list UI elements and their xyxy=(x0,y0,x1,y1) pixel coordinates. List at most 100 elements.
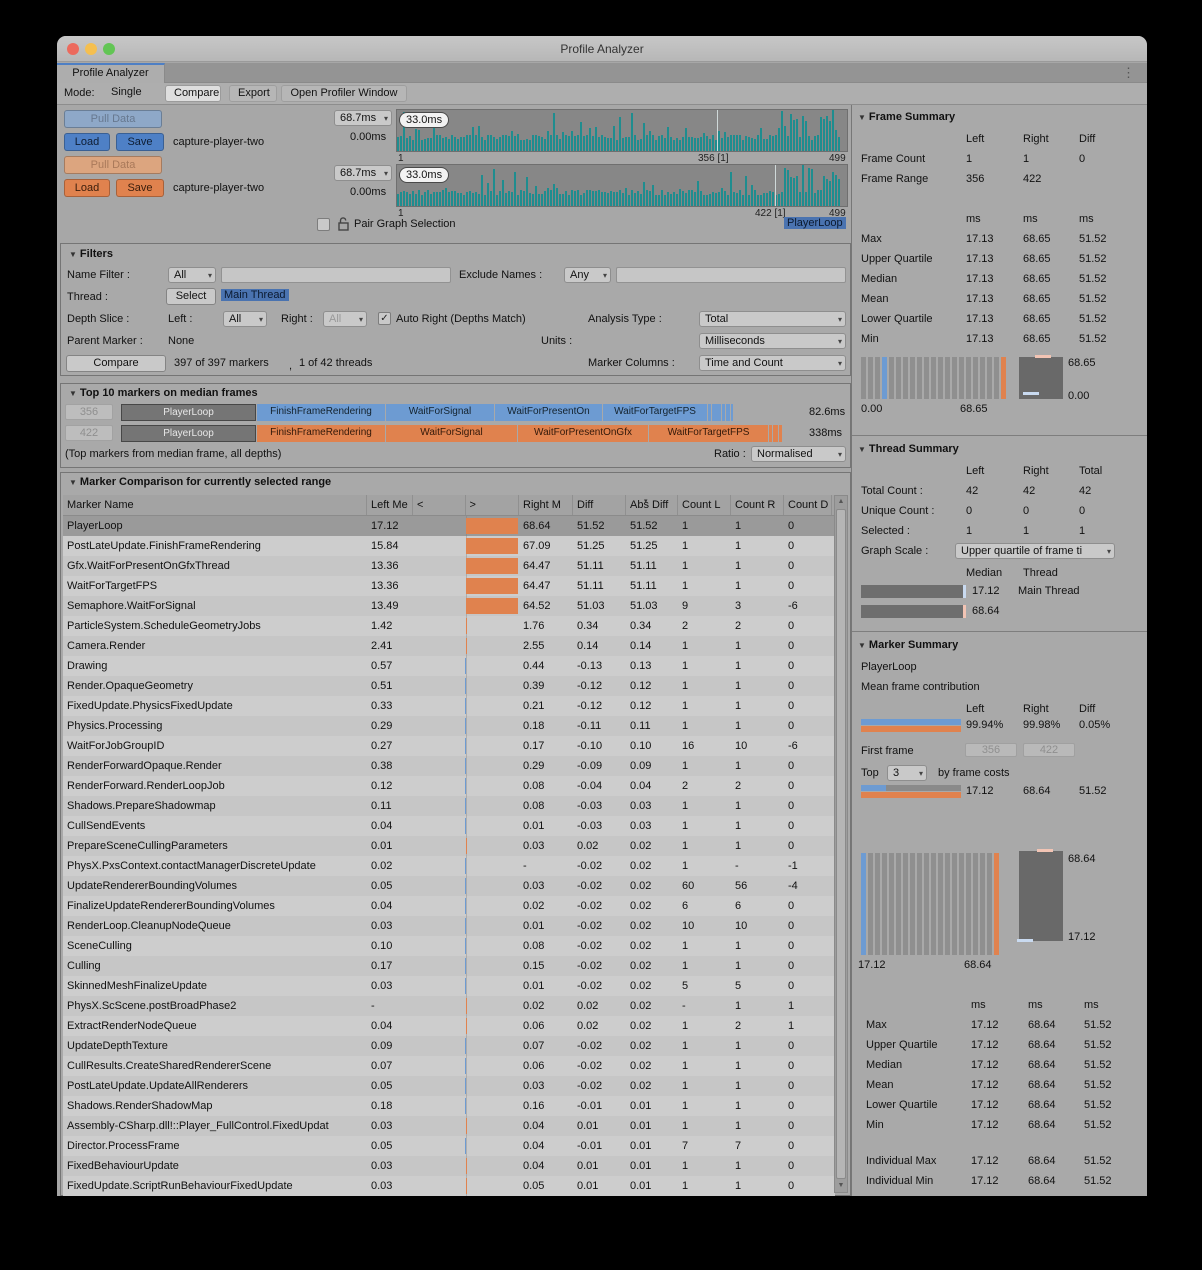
table-row[interactable]: Culling 0.17 0.15 -0.02 0.02 1 1 0 xyxy=(63,956,835,976)
marker-columns-dropdown[interactable]: Time and Count ▾ xyxy=(699,355,846,371)
table-row[interactable]: CullSendEvents 0.04 0.01 -0.03 0.03 1 1 0 xyxy=(63,816,835,836)
table-row[interactable]: PlayerLoop 17.12 68.64 51.52 51.52 1 1 0 xyxy=(63,516,835,536)
table-row[interactable]: PhysX.ScScene.postBroadPhase2 - 0.02 0.02 0.… xyxy=(63,996,835,1016)
top10-frame-chip[interactable]: 356 xyxy=(65,404,113,420)
thread-summary-header[interactable]: ▼ Thread Summary xyxy=(858,443,959,455)
range-dropdown-right[interactable]: 68.7ms ▾ xyxy=(334,165,392,181)
filters-header[interactable]: ▼ Filters xyxy=(69,248,113,260)
name-filter-dropdown[interactable]: All ▾ xyxy=(168,267,216,283)
top10-header[interactable]: ▼ Top 10 markers on median frames xyxy=(69,387,258,399)
marker-summary-header[interactable]: ▼ Marker Summary xyxy=(858,639,959,651)
top10-segment-sliver[interactable] xyxy=(779,425,782,442)
pull-data-left-button[interactable]: Pull Data xyxy=(64,110,162,128)
table-row[interactable]: PrepareSceneCullingParameters 0.01 0.03 0.0… xyxy=(63,836,835,856)
load-right-button[interactable]: Load xyxy=(64,179,110,197)
col-right-bar[interactable]: > xyxy=(469,499,476,511)
name-filter-input[interactable] xyxy=(221,267,451,283)
table-row[interactable]: RenderForwardOpaque.Render 0.38 0.29 -0.09 0… xyxy=(63,756,835,776)
vertical-scrollbar[interactable]: ▲ ▼ xyxy=(834,495,848,1193)
top10-segment-sliver[interactable] xyxy=(708,404,711,421)
maximize-window-icon[interactable] xyxy=(103,43,115,55)
table-row[interactable]: FixedUpdate.ScriptRunBehaviourFixedUpdat… xyxy=(63,1176,835,1196)
top10-segment[interactable]: WaitForSignal xyxy=(386,404,494,421)
col-right-median[interactable]: Right M xyxy=(519,495,573,515)
col-count-diff[interactable]: Count D xyxy=(784,495,832,515)
first-frame-right-button[interactable]: 422 xyxy=(1023,743,1075,757)
col-diff[interactable]: Diff xyxy=(573,495,626,515)
exclude-names-dropdown[interactable]: Any ▾ xyxy=(564,267,611,283)
table-row[interactable]: SkinnedMeshFinalizeUpdate 0.03 0.01 -0.02 0.… xyxy=(63,976,835,996)
minimize-window-icon[interactable] xyxy=(85,43,97,55)
col-count-left[interactable]: Count L xyxy=(678,495,731,515)
table-row[interactable]: Gfx.WaitForPresentOnGfxThread 13.36 64.47 5… xyxy=(63,556,835,576)
top-n-dropdown[interactable]: 3 ▾ xyxy=(887,765,927,781)
scroll-up-icon[interactable]: ▲ xyxy=(837,498,845,505)
top10-segment-sliver[interactable] xyxy=(773,425,778,442)
ratio-dropdown[interactable]: Normalised ▾ xyxy=(751,446,846,462)
table-row[interactable]: FixedBehaviourUpdate 0.03 0.04 0.01 0.01 1 1 0 xyxy=(63,1156,835,1176)
table-row[interactable]: PostLateUpdate.FinishFrameRendering 15.84… xyxy=(63,536,835,556)
table-row[interactable]: Director.ProcessFrame 0.05 0.04 -0.01 0.01 7 7… xyxy=(63,1136,835,1156)
selected-marker-chip[interactable]: PlayerLoop xyxy=(784,217,846,229)
top10-segment[interactable]: WaitForPresentOnGfx xyxy=(518,425,648,442)
table-row[interactable]: ParticleSystem.ScheduleGeometryJobs 1.42 1… xyxy=(63,616,835,636)
frame-summary-boxplot[interactable] xyxy=(1019,355,1063,399)
table-row[interactable]: Render.OpaqueGeometry 0.51 0.39 -0.12 0.12 1 1… xyxy=(63,676,835,696)
table-row[interactable]: SceneCulling 0.10 0.08 -0.02 0.02 1 1 0 xyxy=(63,936,835,956)
top10-segment[interactable]: FinishFrameRendering xyxy=(257,425,385,442)
table-row[interactable]: Assembly-CSharp.dll!::Player_FullControl… xyxy=(63,1116,835,1136)
table-row[interactable]: Camera.Render 2.41 2.55 0.14 0.14 1 1 0 xyxy=(63,636,835,656)
top10-segment[interactable]: PlayerLoop xyxy=(121,425,256,442)
col-count-right[interactable]: Count R xyxy=(731,495,784,515)
top10-segment-sliver[interactable] xyxy=(722,404,725,421)
table-row[interactable]: UpdateDepthTexture 0.09 0.07 -0.02 0.02 1 1 0 xyxy=(63,1036,835,1056)
units-dropdown[interactable]: Milliseconds ▾ xyxy=(699,333,846,349)
scroll-down-icon[interactable]: ▼ xyxy=(837,1182,845,1189)
top10-segment[interactable]: WaitForSignal xyxy=(386,425,517,442)
mode-compare-button[interactable]: Compare xyxy=(165,85,221,102)
table-row[interactable]: CullResults.CreateSharedRendererScene 0.0… xyxy=(63,1056,835,1076)
thread-value-chip[interactable]: Main Thread xyxy=(221,289,289,301)
tab-profile-analyzer[interactable]: Profile Analyzer xyxy=(57,63,165,83)
frame-summary-header[interactable]: ▼ Frame Summary xyxy=(858,111,956,123)
export-button[interactable]: Export xyxy=(229,85,277,102)
exclude-names-input[interactable] xyxy=(616,267,846,283)
marker-summary-boxplot[interactable] xyxy=(1017,849,1063,942)
top10-frame-chip[interactable]: 422 xyxy=(65,425,113,441)
pair-graph-selection-checkbox[interactable] xyxy=(317,218,330,231)
load-left-button[interactable]: Load xyxy=(64,133,110,151)
table-row[interactable]: PostLateUpdate.UpdateAllRenderers 0.05 0.0… xyxy=(63,1076,835,1096)
thread-bar-right[interactable] xyxy=(861,605,966,618)
col-abs-diff[interactable]: ▾ Abs Diff xyxy=(626,495,678,515)
auto-right-checkbox[interactable]: ✓ xyxy=(378,312,391,325)
table-row[interactable]: Semaphore.WaitForSignal 13.49 64.52 51.03 51… xyxy=(63,596,835,616)
top10-segment[interactable]: WaitForTargetFPS xyxy=(649,425,768,442)
top10-segment-sliver[interactable] xyxy=(712,404,721,421)
top10-segment[interactable]: WaitForTargetFPS xyxy=(603,404,707,421)
open-profiler-window-button[interactable]: Open Profiler Window xyxy=(281,85,407,102)
table-row[interactable]: RenderLoop.CleanupNodeQueue 0.03 0.01 -0.02… xyxy=(63,916,835,936)
threshold-badge-left[interactable]: 33.0ms xyxy=(399,112,450,128)
table-row[interactable]: Drawing 0.57 0.44 -0.13 0.13 1 1 0 xyxy=(63,656,835,676)
pull-data-right-button[interactable]: Pull Data xyxy=(64,156,162,174)
frame-summary-histogram[interactable] xyxy=(861,357,1009,399)
range-dropdown-left[interactable]: 68.7ms ▾ xyxy=(334,110,392,126)
table-row[interactable]: Shadows.PrepareShadowmap 0.11 0.08 -0.03 0.0… xyxy=(63,796,835,816)
frame-graph-left[interactable] xyxy=(396,109,848,152)
table-row[interactable]: WaitForJobGroupID 0.27 0.17 -0.10 0.10 16 10 -6 xyxy=(63,736,835,756)
top10-segment-sliver[interactable] xyxy=(726,404,730,421)
analysis-type-dropdown[interactable]: Total ▾ xyxy=(699,311,846,327)
depth-left-dropdown[interactable]: All ▾ xyxy=(223,311,267,327)
comparison-header[interactable]: ▼ Marker Comparison for currently selecte… xyxy=(69,476,332,488)
title-bar[interactable]: Profile Analyzer xyxy=(57,36,1147,62)
col-left-median[interactable]: Left Me xyxy=(367,495,413,515)
table-row[interactable]: WaitForTargetFPS 13.36 64.47 51.11 51.11 1 1 0 xyxy=(63,576,835,596)
marker-summary-histogram[interactable] xyxy=(861,853,1009,955)
kebab-menu-icon[interactable]: ⋮ xyxy=(1122,65,1135,80)
table-row[interactable]: Shadows.RenderShadowMap 0.18 0.16 -0.01 0.01… xyxy=(63,1096,835,1116)
graph-scale-dropdown[interactable]: Upper quartile of frame ti ▾ xyxy=(955,543,1115,559)
col-marker-name[interactable]: Marker Name xyxy=(63,495,367,515)
close-window-icon[interactable] xyxy=(67,43,79,55)
col-left-bar[interactable]: < xyxy=(413,495,466,515)
mode-single-button[interactable]: Single xyxy=(111,86,142,98)
